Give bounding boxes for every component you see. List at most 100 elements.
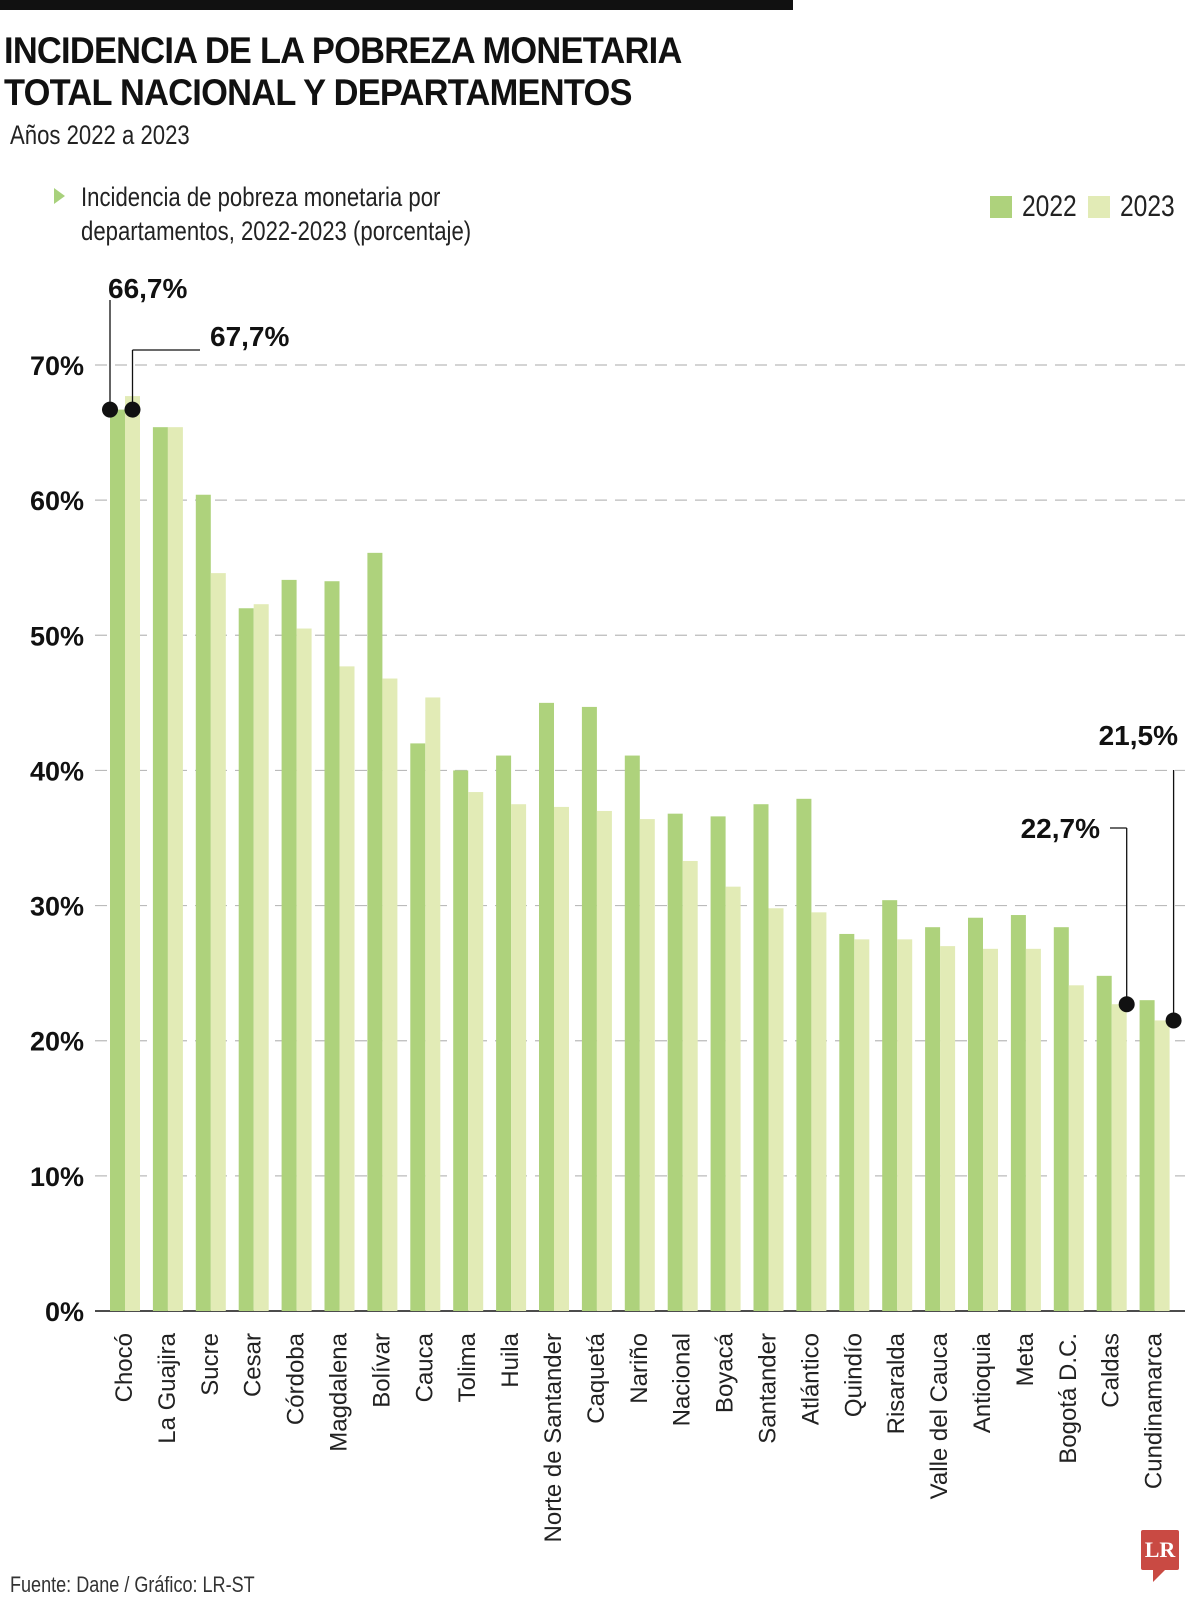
bar-2022 [195,494,211,1311]
x-tick-label: Antioquia [969,1332,996,1433]
bar-2023 [468,792,484,1311]
x-axis-labels: Chocó La Guajira Sucre Cesar Córdoba Magdalen… [111,1332,1168,1542]
bar-2023 [554,806,569,1311]
annotation-label: 22,7% [1021,813,1100,844]
bar-2023 [1068,985,1084,1311]
y-tick-label: 50% [30,621,84,651]
x-tick-label: Quindío [840,1333,867,1417]
bar-2023 [167,427,183,1311]
bar-2023 [897,939,913,1311]
annotation-dot [124,401,141,418]
y-tick-label: 20% [30,1027,84,1057]
x-tick-label: Magdalena [326,1332,353,1451]
bar-2022 [324,581,340,1311]
annotation-label: 67,7% [210,321,289,352]
bar-2023 [382,678,398,1311]
value-annotation: 22,7% [1021,813,1135,1013]
bar-2023 [253,604,269,1311]
x-tick-label: Santander [755,1333,782,1444]
x-tick-label: Huila [497,1332,524,1387]
bar-2022 [667,813,683,1311]
x-tick-label: Nariño [626,1333,653,1404]
bar-2022 [1139,1000,1155,1311]
bar-2023 [725,886,741,1311]
bar-2023 [940,946,956,1311]
bar-2023 [854,939,870,1311]
chart-subtitle: Años 2022 a 2023 [10,120,190,150]
description-line-2: departamentos, 2022-2023 (porcentaje) [81,216,472,246]
bar-2022 [1010,915,1026,1311]
x-tick-label: Cundinamarca [1141,1332,1168,1489]
bar-2022 [367,552,383,1311]
bar-2023 [983,948,998,1311]
bar-2022 [796,798,812,1311]
bar-2022 [1096,975,1112,1311]
x-tick-label: Caquetá [583,1332,610,1423]
title-line-2: TOTAL NACIONAL Y DEPARTAMENTOS [4,72,632,113]
bar-2022 [110,409,125,1311]
bar-2022 [753,804,769,1311]
y-tick-label: 10% [30,1162,84,1192]
bar-2022 [496,755,512,1311]
x-tick-label: Risaralda [883,1332,910,1434]
x-tick-label: Chocó [111,1333,138,1402]
legend-label-2023: 2023 [1120,190,1175,223]
source-note: Fuente: Dane / Gráfico: LR-ST [10,1572,255,1597]
bar-2023 [1025,948,1041,1311]
bar-2022 [710,816,726,1311]
chart-description: Incidencia de pobreza monetaria por depa… [54,180,557,248]
title-line-1: INCIDENCIA DE LA POBREZA MONETARIA [4,30,682,71]
annotation-label: 21,5% [1099,720,1178,751]
x-tick-label: Atlántico [797,1333,824,1425]
bar-2023 [596,810,612,1311]
x-tick-label: Bolívar [368,1333,395,1408]
chart-title: INCIDENCIA DE LA POBREZA MONETARIA TOTAL… [4,30,682,114]
bar-2022 [281,579,297,1311]
bar-2023 [811,912,827,1311]
bar-2023 [511,804,527,1311]
y-tick-label: 0% [45,1297,84,1327]
y-tick-label: 70% [30,351,84,381]
bar-2023 [296,628,312,1311]
annotation-dot [1165,1012,1182,1029]
x-tick-label: La Guajira [154,1332,181,1443]
bar-2023 [425,697,441,1311]
y-axis-ticks: 0% 10% 20% 30% 40% 50% 60% 70% [30,351,84,1327]
lr-logo: LR [1141,1530,1179,1582]
legend-swatch-2022 [990,196,1012,218]
x-tick-label: Norte de Santander [540,1333,567,1542]
bar-2023 [682,860,698,1311]
bar-2022 [453,770,469,1311]
x-tick-label: Tolima [454,1332,481,1402]
y-tick-label: 30% [30,892,84,922]
description-line-1: Incidencia de pobreza monetaria por [81,182,441,212]
x-tick-label: Cesar [240,1333,267,1397]
bar-2022 [539,702,554,1311]
value-annotation: 67,7% [124,321,289,418]
value-annotation: 66,7% [102,273,187,418]
x-tick-label: Boyacá [712,1332,739,1413]
bar-2023 [339,666,355,1311]
bar-2023 [1111,1004,1127,1311]
bars [110,396,1170,1311]
x-tick-label: Valle del Cauca [926,1332,953,1499]
bar-2022 [839,933,855,1311]
bar-2022 [1053,927,1069,1311]
bar-2022 [152,427,168,1311]
bar-2023 [768,908,784,1311]
bar-2023 [639,819,655,1311]
x-tick-label: Bogotá D.C. [1055,1333,1082,1464]
legend: 2022 2023 [990,190,1186,224]
x-tick-label: Sucre [197,1333,224,1396]
bar-2022 [925,927,941,1311]
y-tick-label: 40% [30,756,84,786]
bar-2022 [624,755,640,1311]
annotation-dot [102,401,118,418]
bar-2023 [1154,1020,1170,1311]
x-tick-label: Meta [1012,1332,1039,1386]
x-tick-label: Nacional [669,1333,696,1426]
x-tick-label: Caldas [1098,1333,1125,1408]
x-tick-label: Cauca [411,1332,438,1402]
legend-swatch-2023 [1088,196,1110,218]
